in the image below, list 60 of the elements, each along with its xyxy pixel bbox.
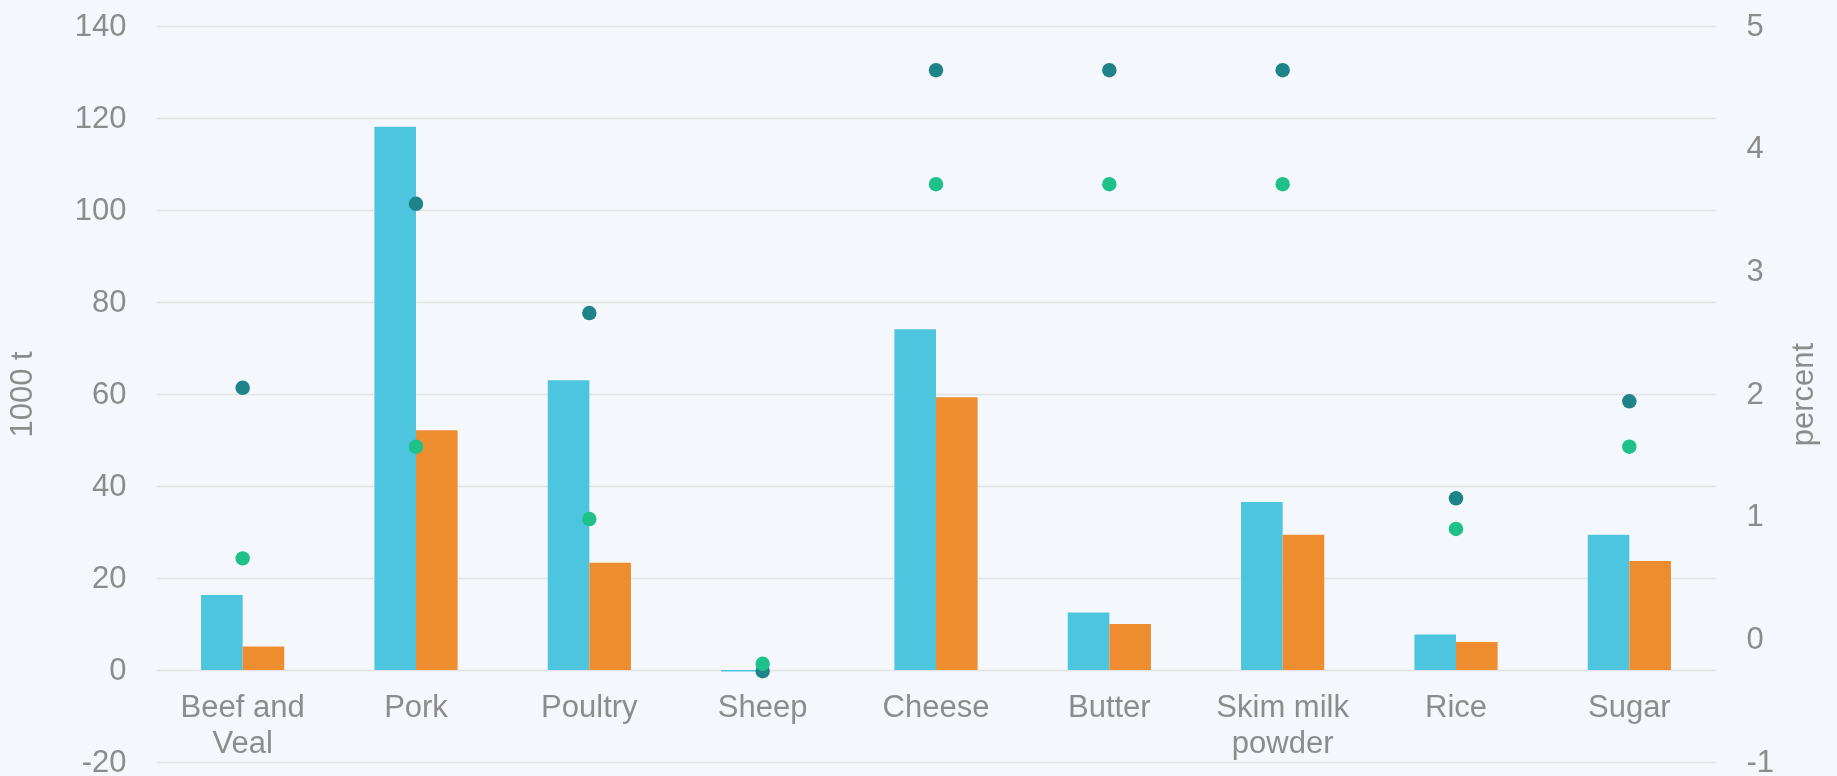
x-tick-label: Beef and Veal: [180, 688, 305, 760]
point: [1622, 439, 1637, 454]
y2-tick-label: 0: [1746, 620, 1764, 656]
point: [1622, 394, 1637, 409]
bar: [201, 595, 243, 670]
bar: [547, 380, 590, 670]
point: [928, 62, 944, 78]
y2-tick-label: 3: [1746, 252, 1764, 288]
point: [1102, 62, 1117, 78]
point: [928, 177, 944, 192]
bar: [1456, 641, 1498, 670]
x-tick-label: Rice: [1424, 688, 1488, 724]
point: [408, 439, 424, 454]
point: [1102, 177, 1117, 192]
point: [235, 551, 250, 566]
bar: [242, 646, 285, 670]
bar: [1067, 612, 1110, 670]
x-tick-label: Skim milk powder: [1216, 688, 1350, 760]
x-tick-label: Poultry: [541, 688, 639, 724]
x-tick-label: Butter: [1067, 688, 1151, 724]
bar: [1414, 634, 1456, 670]
y2-axis-title: percent: [1785, 342, 1821, 447]
y-tick-label: 100: [74, 191, 127, 227]
y-tick-label: 120: [74, 99, 127, 135]
y2-tick-label: -1: [1746, 743, 1775, 776]
y2-tick-label: 4: [1746, 130, 1764, 166]
point: [1275, 62, 1290, 78]
bar: [1587, 534, 1630, 670]
bar: [589, 562, 631, 670]
bar: [1629, 560, 1671, 670]
y-axis-title: 1000 t: [3, 351, 39, 438]
point: [1275, 177, 1290, 192]
point: [1448, 521, 1464, 537]
bar: [1241, 502, 1283, 670]
bar: [416, 430, 458, 670]
bar: [1282, 534, 1325, 670]
point: [582, 511, 597, 527]
x-tick-label: Cheese: [882, 688, 990, 724]
point: [755, 656, 770, 672]
x-tick-label: Pork: [384, 688, 449, 724]
point: [235, 380, 250, 396]
bar: [894, 329, 936, 670]
y-tick-label: 20: [92, 559, 127, 595]
y-tick-label: 80: [92, 283, 127, 319]
y-tick-label: 40: [92, 467, 127, 503]
y-tick-label: -20: [81, 743, 127, 776]
bar: [936, 397, 978, 670]
point: [408, 196, 424, 212]
y-tick-label: 140: [74, 7, 127, 43]
y2-tick-label: 1: [1746, 498, 1764, 534]
y2-tick-label: 2: [1746, 375, 1764, 411]
x-tick-label: Sheep: [717, 688, 808, 724]
y-tick-label: 0: [109, 651, 127, 687]
bar: [374, 126, 416, 670]
y2-tick-label: 5: [1746, 7, 1764, 43]
point: [582, 305, 597, 321]
point: [1448, 491, 1464, 506]
bar: [1109, 624, 1151, 670]
x-tick-label: Sugar: [1587, 688, 1671, 724]
y-tick-label: 60: [92, 375, 127, 411]
